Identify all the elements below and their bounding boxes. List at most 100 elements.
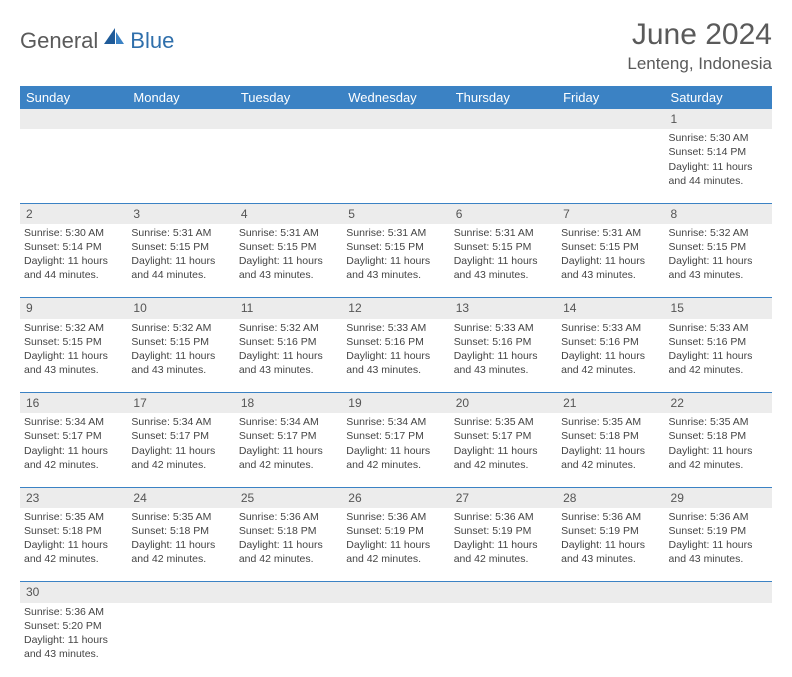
- day-cell: Sunrise: 5:36 AMSunset: 5:20 PMDaylight:…: [20, 603, 127, 677]
- daylight-line: Daylight: 11 hours and 42 minutes.: [131, 444, 230, 472]
- daylight-line: Daylight: 11 hours and 43 minutes.: [24, 633, 123, 661]
- week-row: Sunrise: 5:32 AM Sunset: 5:15 PM Daylight:…: [20, 319, 772, 393]
- daylight-line: Daylight: 11 hours and 42 minutes.: [669, 444, 768, 472]
- sunrise-line: Sunrise: 5:34 AM: [346, 415, 445, 429]
- daylight-line: Daylight: 11 hours and 42 minutes.: [561, 349, 660, 377]
- day-header: Friday: [557, 86, 664, 109]
- sunrise-line: Sunrise: 5:31 AM: [239, 226, 338, 240]
- sunset-line: Sunset: 5:16 PM: [669, 335, 768, 349]
- day-number: 25: [235, 487, 342, 508]
- daylight-line: Daylight: 11 hours and 42 minutes.: [346, 538, 445, 566]
- day-cell: [20, 129, 127, 203]
- sunset-line: Sunset: 5:18 PM: [561, 429, 660, 443]
- day-number: 10: [127, 298, 234, 319]
- daylight-line: Daylight: 11 hours and 43 minutes.: [346, 254, 445, 282]
- sunset-line: Sunset: 5:15 PM: [131, 335, 230, 349]
- daylight-line: Daylight: 11 hours and 44 minutes.: [24, 254, 123, 282]
- day-number: [450, 582, 557, 603]
- day-cell: Sunrise: 5:36 AMSunset: 5:19 PMDaylight:…: [557, 508, 664, 582]
- sunrise-line: Sunrise: 5:32 AM: [239, 321, 338, 335]
- daylight-line: Daylight: 11 hours and 43 minutes.: [239, 254, 338, 282]
- sunrise-line: Sunrise: 5:33 AM: [669, 321, 768, 335]
- location: Lenteng, Indonesia: [627, 54, 772, 74]
- daylight-line: Daylight: 11 hours and 43 minutes.: [346, 349, 445, 377]
- day-cell: [342, 603, 449, 677]
- day-cell: [342, 129, 449, 203]
- sunset-line: Sunset: 5:20 PM: [24, 619, 123, 633]
- day-cell: Sunrise: 5:31 AMSunset: 5:15 PMDaylight:…: [450, 224, 557, 298]
- day-cell: Sunrise: 5:31 AMSunset: 5:15 PMDaylight:…: [235, 224, 342, 298]
- logo-text-blue: Blue: [130, 28, 174, 54]
- sunrise-line: Sunrise: 5:32 AM: [24, 321, 123, 335]
- month-title: June 2024: [627, 18, 772, 52]
- sunset-line: Sunset: 5:16 PM: [346, 335, 445, 349]
- day-header: Tuesday: [235, 86, 342, 109]
- sunset-line: Sunset: 5:15 PM: [561, 240, 660, 254]
- day-number: [20, 109, 127, 129]
- day-number: 8: [665, 203, 772, 224]
- day-cell: [557, 129, 664, 203]
- daylight-line: Daylight: 11 hours and 43 minutes.: [669, 538, 768, 566]
- day-header: Saturday: [665, 86, 772, 109]
- sunrise-line: Sunrise: 5:35 AM: [561, 415, 660, 429]
- sunrise-line: Sunrise: 5:35 AM: [131, 510, 230, 524]
- daylight-line: Daylight: 11 hours and 44 minutes.: [131, 254, 230, 282]
- week-row: Sunrise: 5:34 AMSunset: 5:17 PMDaylight:…: [20, 413, 772, 487]
- day-number: 15: [665, 298, 772, 319]
- daynum-row: 1: [20, 109, 772, 129]
- day-number: 11: [235, 298, 342, 319]
- day-cell: [127, 129, 234, 203]
- sunset-line: Sunset: 5:19 PM: [669, 524, 768, 538]
- sunrise-line: Sunrise: 5:35 AM: [454, 415, 553, 429]
- daylight-line: Daylight: 11 hours and 42 minutes.: [454, 538, 553, 566]
- day-cell: Sunrise: 5:32 AMSunset: 5:15 PMDaylight:…: [665, 224, 772, 298]
- sunrise-line: Sunrise: 5:34 AM: [24, 415, 123, 429]
- daynum-row: 2345678: [20, 203, 772, 224]
- day-cell: Sunrise: 5:36 AMSunset: 5:18 PMDaylight:…: [235, 508, 342, 582]
- sunset-line: Sunset: 5:14 PM: [24, 240, 123, 254]
- daynum-row: 30: [20, 582, 772, 603]
- day-cell: [665, 603, 772, 677]
- sunset-line: Sunset: 5:17 PM: [346, 429, 445, 443]
- sunrise-line: Sunrise: 5:35 AM: [24, 510, 123, 524]
- sunset-line: Sunset: 5:19 PM: [454, 524, 553, 538]
- daynum-row: 23242526272829: [20, 487, 772, 508]
- day-number: 29: [665, 487, 772, 508]
- day-number: 12: [342, 298, 449, 319]
- sunset-line: Sunset: 5:15 PM: [454, 240, 553, 254]
- sunset-line: Sunset: 5:15 PM: [669, 240, 768, 254]
- day-cell: Sunrise: 5:34 AMSunset: 5:17 PMDaylight:…: [235, 413, 342, 487]
- sunset-line: Sunset: 5:19 PM: [561, 524, 660, 538]
- calendar-table: SundayMondayTuesdayWednesdayThursdayFrid…: [20, 86, 772, 677]
- daylight-line: Daylight: 11 hours and 43 minutes.: [669, 254, 768, 282]
- sunrise-line: Sunrise: 5:30 AM: [669, 131, 768, 145]
- sunrise-line: Sunrise: 5:33 AM: [346, 321, 445, 335]
- day-cell: Sunrise: 5:35 AMSunset: 5:17 PMDaylight:…: [450, 413, 557, 487]
- day-cell: Sunrise: 5:35 AMSunset: 5:18 PMDaylight:…: [20, 508, 127, 582]
- day-cell: Sunrise: 5:34 AMSunset: 5:17 PMDaylight:…: [20, 413, 127, 487]
- sunset-line: Sunset: 5:18 PM: [131, 524, 230, 538]
- day-cell: [235, 129, 342, 203]
- sunset-line: Sunset: 5:14 PM: [669, 145, 768, 159]
- day-number: 4: [235, 203, 342, 224]
- sunrise-line: Sunrise: 5:34 AM: [239, 415, 338, 429]
- day-cell: Sunrise: 5:35 AMSunset: 5:18 PMDaylight:…: [665, 413, 772, 487]
- day-number: 24: [127, 487, 234, 508]
- daylight-line: Daylight: 11 hours and 43 minutes.: [239, 349, 338, 377]
- sunrise-line: Sunrise: 5:31 AM: [346, 226, 445, 240]
- day-cell: Sunrise: 5:34 AMSunset: 5:17 PMDaylight:…: [342, 413, 449, 487]
- day-header: Wednesday: [342, 86, 449, 109]
- sunrise-line: Sunrise: 5:35 AM: [669, 415, 768, 429]
- day-number: [665, 582, 772, 603]
- sunrise-line: Sunrise: 5:31 AM: [454, 226, 553, 240]
- sunset-line: Sunset: 5:16 PM: [454, 335, 553, 349]
- day-cell: Sunrise: 5:36 AMSunset: 5:19 PMDaylight:…: [342, 508, 449, 582]
- day-number: 17: [127, 393, 234, 414]
- sunrise-line: Sunrise: 5:36 AM: [346, 510, 445, 524]
- sunset-line: Sunset: 5:17 PM: [454, 429, 553, 443]
- daylight-line: Daylight: 11 hours and 43 minutes.: [561, 538, 660, 566]
- sunset-line: Sunset: 5:15 PM: [346, 240, 445, 254]
- week-row: Sunrise: 5:30 AMSunset: 5:14 PMDaylight:…: [20, 129, 772, 203]
- daylight-line: Daylight: 11 hours and 44 minutes.: [669, 160, 768, 188]
- day-cell: Sunrise: 5:30 AMSunset: 5:14 PMDaylight:…: [665, 129, 772, 203]
